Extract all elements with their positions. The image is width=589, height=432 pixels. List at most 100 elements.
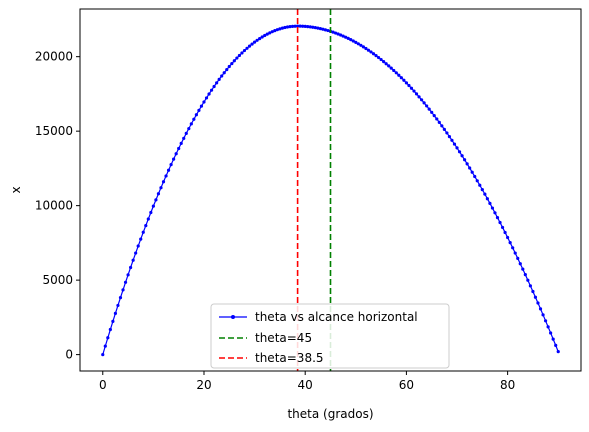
x-tick-label: 40	[298, 378, 313, 392]
legend-label-theta38: theta=38.5	[255, 351, 324, 365]
series-point	[404, 81, 409, 85]
series-point	[346, 36, 350, 41]
series-point	[108, 327, 112, 332]
series-point	[414, 92, 419, 96]
series-point	[247, 44, 252, 48]
series-point	[475, 179, 479, 183]
series-point	[445, 131, 449, 135]
series-point	[207, 92, 211, 96]
series-point	[275, 28, 279, 32]
series-point	[473, 174, 477, 179]
series-point	[333, 31, 338, 35]
series-point	[511, 246, 515, 250]
series-point	[513, 251, 517, 255]
series-point	[485, 197, 489, 201]
series-point	[457, 150, 462, 154]
x-tick-label: 0	[99, 378, 107, 392]
series-point	[409, 86, 414, 90]
series-point	[407, 83, 411, 88]
series-point	[313, 26, 317, 30]
series-point	[394, 71, 398, 75]
series-point	[225, 67, 229, 72]
legend-series-marker-swatch	[231, 315, 235, 319]
series-point	[376, 55, 381, 60]
series-point	[121, 288, 125, 292]
series-point	[498, 220, 502, 225]
series-point	[518, 262, 522, 266]
series-point	[232, 59, 236, 63]
series-point	[468, 166, 472, 170]
series-point	[364, 46, 368, 51]
series-point	[280, 26, 285, 30]
series-point	[149, 210, 153, 215]
series-point	[141, 230, 145, 234]
series-point	[490, 206, 495, 210]
series-point	[387, 64, 391, 68]
series-point	[419, 98, 424, 102]
series-point	[554, 343, 558, 347]
series-point	[435, 117, 439, 121]
series-point	[549, 331, 553, 335]
series-point	[268, 31, 272, 35]
legend-entry-theta45: theta=45	[219, 331, 312, 345]
series-point	[341, 34, 345, 38]
y-tick-label: 0	[65, 348, 73, 362]
series-point	[506, 235, 510, 240]
series-point	[331, 30, 335, 34]
series-point	[382, 60, 386, 64]
series-point	[503, 230, 507, 235]
series-point	[164, 174, 168, 178]
series-point	[440, 124, 444, 128]
series-point	[278, 27, 282, 31]
x-tick-label: 60	[399, 378, 414, 392]
series-point	[402, 78, 406, 82]
series-point	[116, 303, 120, 308]
series-point	[432, 114, 436, 118]
series-point	[123, 280, 128, 284]
plot-frame	[79, 8, 582, 372]
series-point	[354, 40, 358, 44]
series-point	[250, 42, 254, 46]
series-point	[270, 30, 274, 34]
series-point	[106, 336, 110, 340]
series-point	[285, 25, 290, 29]
series-point	[397, 73, 401, 77]
series-point	[452, 142, 457, 146]
series-point	[220, 74, 224, 78]
series-point	[187, 126, 191, 131]
series-point	[252, 40, 257, 44]
series-point	[184, 131, 188, 135]
series-point	[134, 251, 138, 255]
series-point	[306, 25, 310, 29]
series-point	[144, 223, 148, 228]
series-point	[508, 241, 512, 245]
series-point	[172, 157, 176, 161]
series-point	[316, 26, 320, 30]
series-point	[113, 311, 118, 315]
series-point	[344, 35, 348, 39]
series-point	[379, 57, 383, 62]
series-point	[237, 53, 242, 58]
series-point	[258, 37, 262, 41]
series-point	[156, 192, 161, 196]
series-point	[177, 146, 181, 151]
series-point	[399, 76, 403, 80]
x-axis-label: theta (grados)	[287, 407, 373, 421]
series-point	[526, 278, 530, 282]
series-point	[427, 107, 431, 111]
legend-box	[210, 303, 450, 369]
series-point	[528, 284, 532, 288]
series-point	[326, 28, 330, 33]
x-tick-label: 80	[500, 378, 515, 392]
series-point	[359, 43, 363, 47]
series-point	[215, 81, 219, 85]
series-point	[389, 66, 393, 70]
series-point	[290, 24, 295, 28]
series-point	[480, 188, 484, 192]
series-point	[361, 45, 365, 49]
series-point	[260, 35, 264, 39]
series-point	[242, 48, 247, 53]
series-point	[161, 180, 166, 184]
series-point	[546, 325, 550, 329]
